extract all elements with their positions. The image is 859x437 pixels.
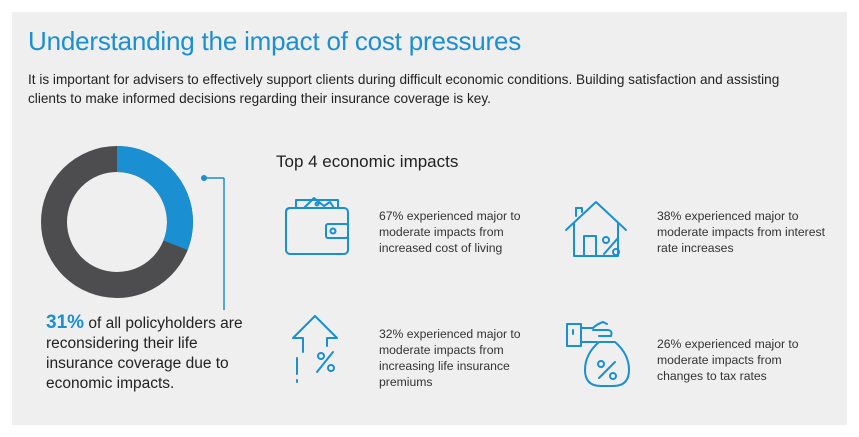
donut-highlight-segment bbox=[41, 146, 193, 298]
impacts-heading: Top 4 economic impacts bbox=[276, 152, 459, 171]
donut-chart bbox=[41, 146, 193, 298]
impact-text-premiums: 32% experienced major to moderate impact… bbox=[379, 327, 521, 389]
impact-text-interest-rates: 38% experienced major to moderate impact… bbox=[657, 209, 825, 255]
stat-percent: 31% bbox=[46, 312, 85, 333]
impact-text-cost-of-living: 67% experienced major to moderate impact… bbox=[379, 209, 521, 255]
stat-text: of all policyholders are reconsidering t… bbox=[46, 315, 243, 392]
arrow-up-percent-icon bbox=[292, 315, 338, 383]
wallet-icon bbox=[285, 197, 349, 255]
house-percent-icon bbox=[565, 201, 627, 257]
impact-text-tax-rates: 26% experienced major to moderate impact… bbox=[657, 337, 799, 383]
money-bag-percent-icon bbox=[566, 321, 630, 387]
intro-paragraph: It is important for advisers to effectiv… bbox=[28, 72, 780, 106]
policyholder-stat: 31% of all policyholders are reconsideri… bbox=[46, 313, 256, 394]
infographic-panel bbox=[12, 12, 847, 425]
page-title: Understanding the impact of cost pressur… bbox=[28, 26, 522, 56]
